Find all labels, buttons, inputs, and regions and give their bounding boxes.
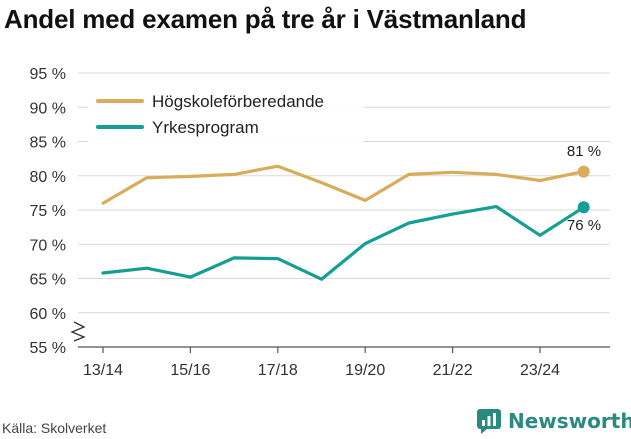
newsworthy-logo-icon — [477, 409, 501, 434]
y-tick-label: 80 % — [30, 169, 66, 186]
source-note: Källa: Skolverket — [2, 420, 107, 436]
series-line-1 — [101, 205, 586, 281]
y-axis-break-icon — [70, 321, 86, 342]
series — [101, 164, 590, 281]
legend-background — [88, 82, 364, 142]
y-tick-label: 90 % — [30, 100, 66, 117]
y-tick-label: 65 % — [30, 272, 66, 289]
x-tick-label: 17/18 — [258, 362, 298, 379]
series-end-point-0 — [577, 165, 590, 178]
y-tick-label: 60 % — [30, 306, 66, 323]
legend: Högskoleförberedande Yrkesprogram — [88, 82, 364, 142]
legend-label-1: Yrkesprogram — [152, 118, 259, 137]
series-end-point-1 — [577, 201, 590, 214]
x-tick-label: 15/16 — [170, 362, 210, 379]
series-line-0 — [101, 164, 586, 205]
x-axis — [70, 321, 610, 348]
end-label-1: 76 % — [567, 217, 601, 234]
brand-logo: Newsworthy — [476, 408, 631, 434]
end-label-0: 81 % — [567, 143, 601, 160]
y-axis-ticks: 55 % 60 % 65 % 70 % 75 % 80 % 85 % 90 % 95 % — [30, 66, 66, 357]
y-tick-label: 75 % — [30, 203, 66, 220]
y-tick-label: 70 % — [30, 237, 66, 254]
y-tick-label: 85 % — [30, 135, 66, 152]
brand-name: Newsworthy — [508, 409, 631, 433]
legend-label-0: Högskoleförberedande — [152, 92, 324, 111]
page-title: Andel med examen på tre år i Västmanland — [4, 4, 527, 34]
y-tick-label: 55 % — [30, 340, 66, 357]
x-tick-label: 19/20 — [345, 362, 385, 379]
x-tick-label: 21/22 — [433, 362, 473, 379]
x-tick-label: 13/14 — [83, 362, 123, 379]
x-tick-label: 23/24 — [520, 362, 560, 379]
x-axis-ticks: 13/14 15/16 17/18 19/20 21/22 23/24 — [83, 347, 560, 379]
y-tick-label: 95 % — [30, 66, 66, 83]
